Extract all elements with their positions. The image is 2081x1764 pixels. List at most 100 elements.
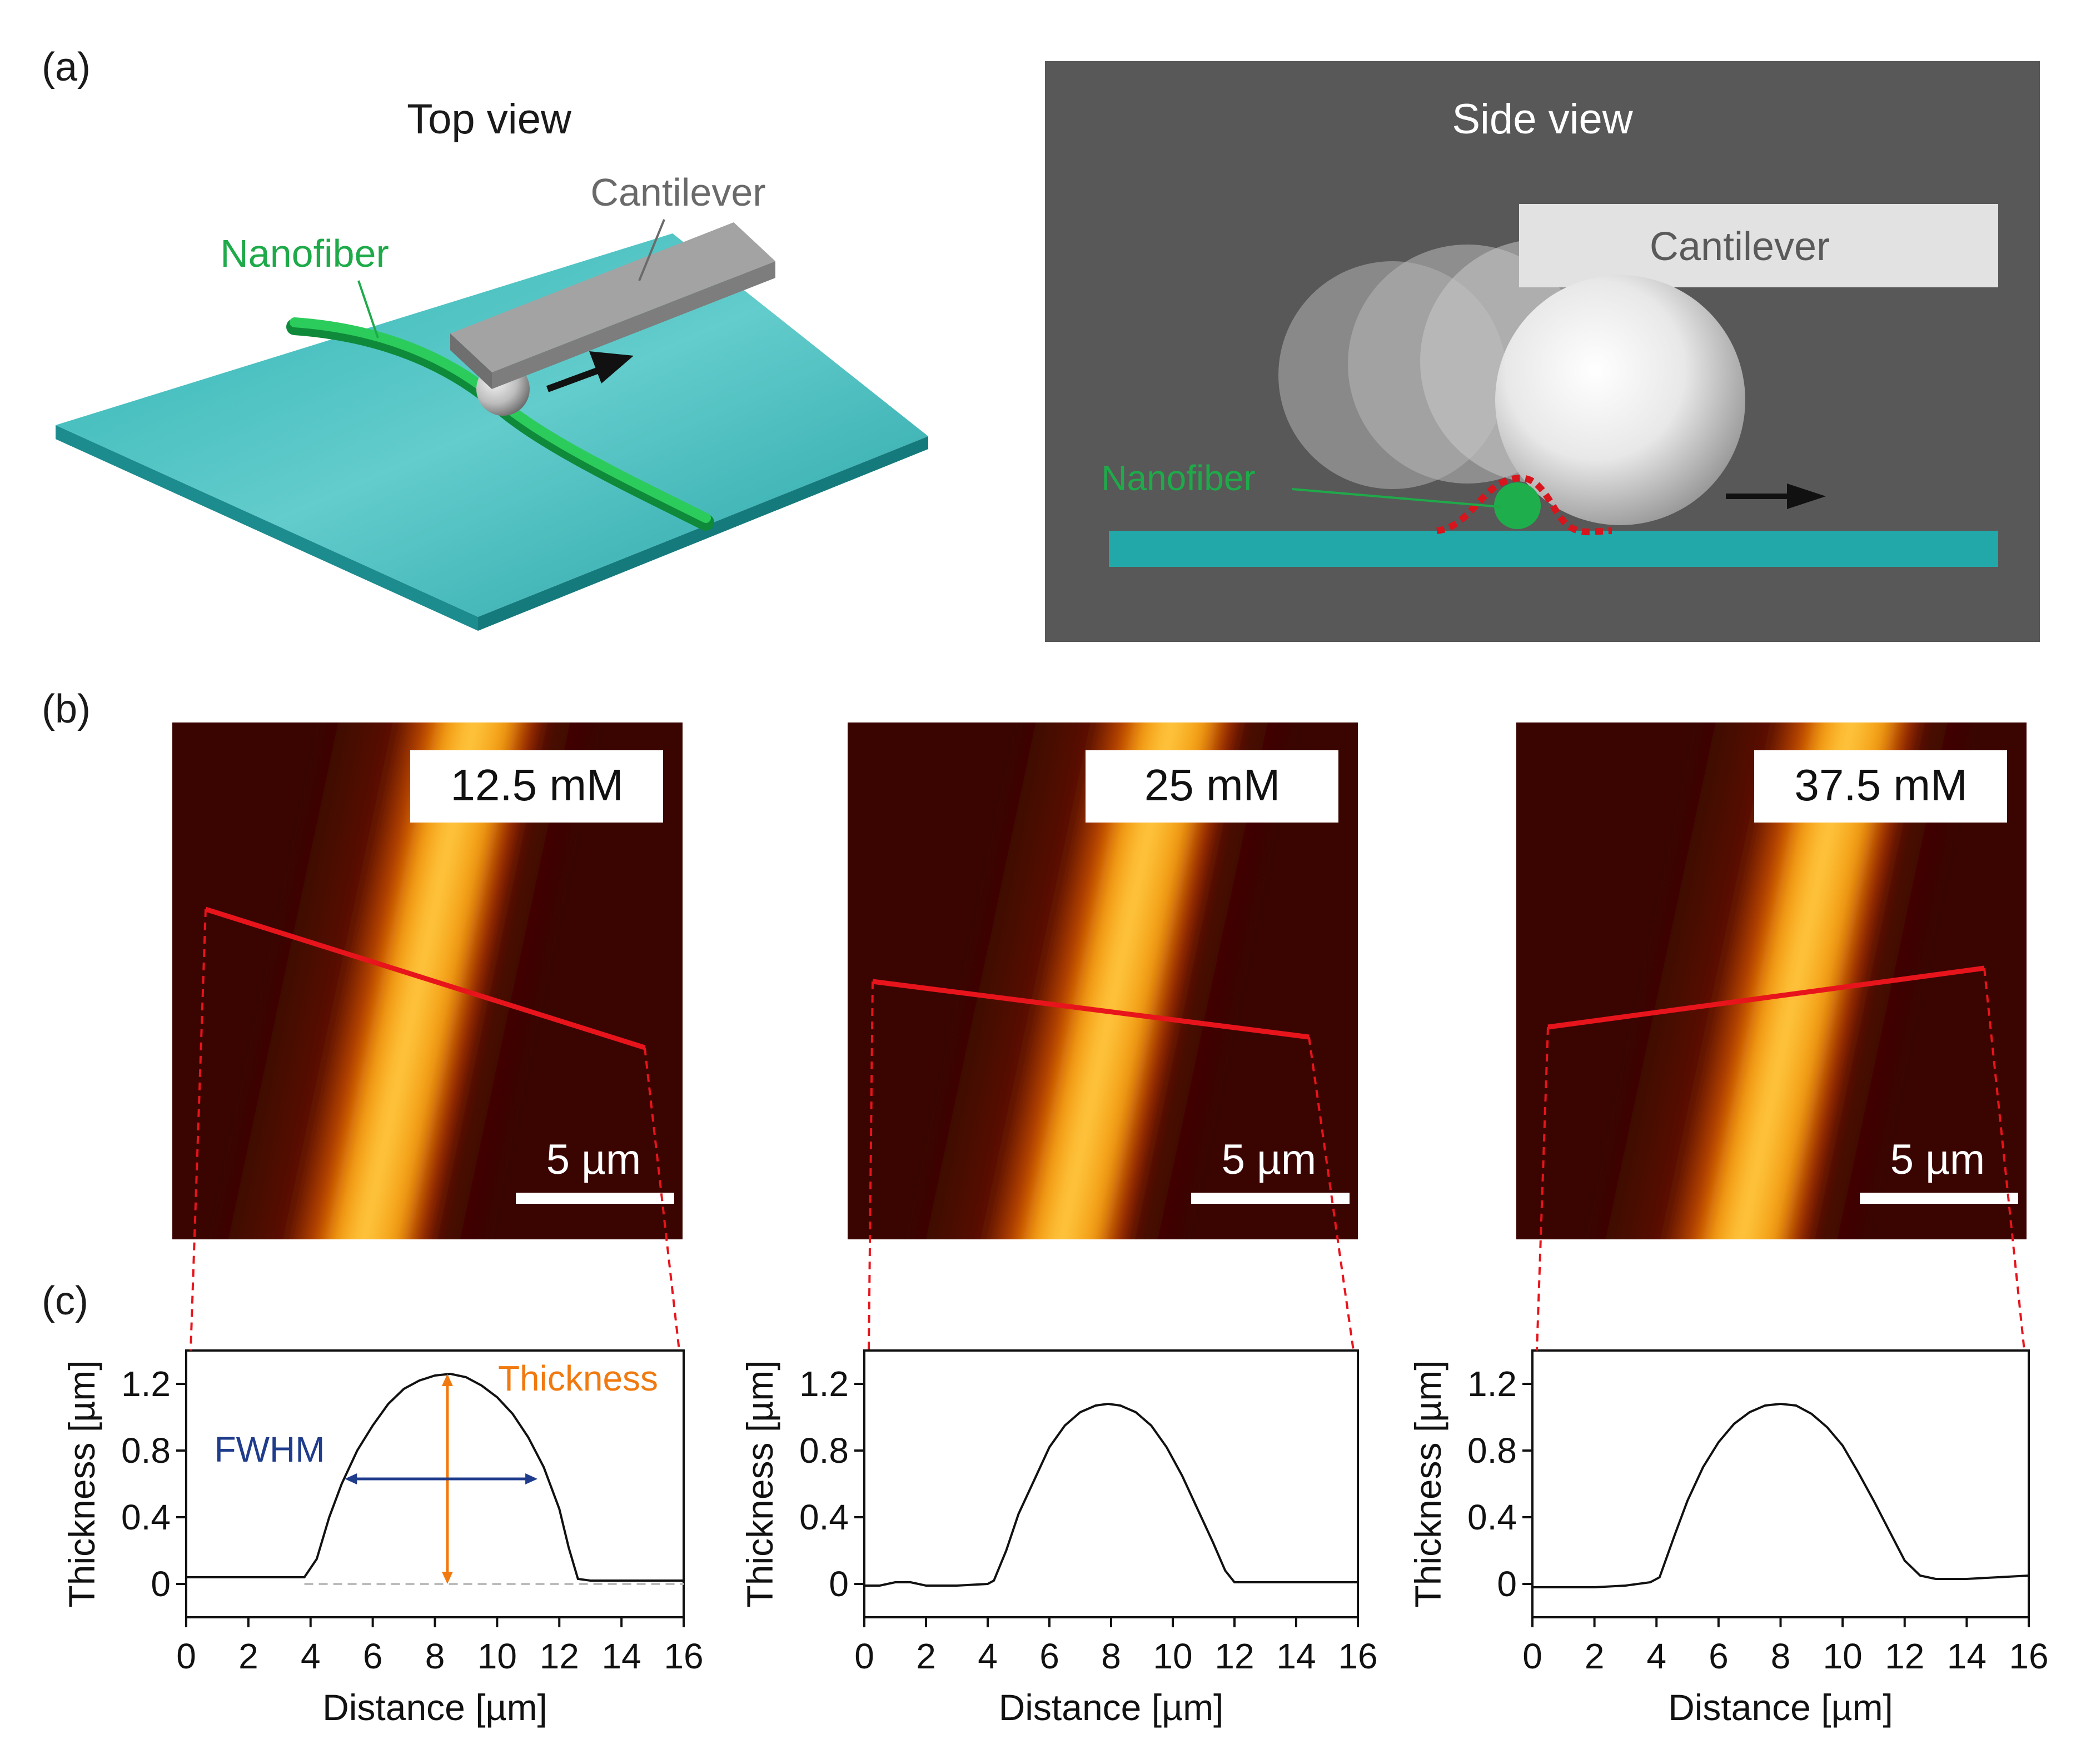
thickness-profile-line	[186, 1372, 684, 1582]
scan-line	[872, 979, 1310, 1040]
concentration-box	[410, 750, 663, 823]
concentration-box	[1086, 750, 1338, 823]
y-tick-label: 0.4	[1467, 1497, 1517, 1537]
x-tick-label: 0	[176, 1636, 196, 1676]
thickness-profile-line	[864, 1402, 1358, 1587]
y-tick-label: 0.8	[799, 1431, 849, 1471]
side-cantilever	[1519, 204, 1998, 287]
side-nanofiber	[1494, 482, 1541, 529]
top-cantilever-leader	[638, 219, 665, 281]
concentration-label: 12.5 mM	[450, 760, 623, 810]
fwhm-annotation-label: FWHM	[214, 1429, 325, 1469]
x-tick-label: 4	[1646, 1636, 1666, 1676]
side-motion-arrow-head	[1787, 484, 1826, 509]
y-tick-label: 1.2	[121, 1364, 171, 1404]
x-tick-label: 0	[854, 1636, 874, 1676]
x-tick-label: 2	[916, 1636, 936, 1676]
cantilever-side	[450, 333, 492, 389]
x-axis-label: Distance [µm]	[999, 1687, 1224, 1728]
concentration-box	[1754, 750, 2007, 823]
x-tick-label: 0	[1522, 1636, 1542, 1676]
cantilever-front	[492, 261, 775, 389]
motion-arrow-head	[589, 351, 634, 383]
scale-bar-label: 5 µm	[546, 1136, 641, 1183]
y-axis-label: Thickness [µm]	[739, 1360, 780, 1607]
top-cantilever-label: Cantilever	[590, 171, 765, 214]
plot-frame	[1531, 1349, 2030, 1618]
x-tick-label: 6	[1039, 1636, 1059, 1676]
deformation-outline	[1436, 475, 1612, 536]
afm-image-2: 25 mM 5 µm	[848, 722, 1358, 1239]
zoom-connector-lines	[190, 909, 2025, 1351]
probe-ball-main	[1495, 275, 1745, 525]
side-view-illustration: Side view Cantilever Nanofiber	[1045, 61, 2040, 642]
x-tick-label: 12	[1214, 1636, 1254, 1676]
fwhm-arrow-head-left	[345, 1473, 357, 1484]
x-tick-label: 16	[1338, 1636, 1377, 1676]
x-tick-label: 6	[1709, 1636, 1729, 1676]
x-tick-label: 14	[1276, 1636, 1316, 1676]
substrate-edge-left	[56, 425, 478, 631]
afm-image-1: 12.5 mM 5 µm	[172, 722, 683, 1239]
top-nanofiber-leader	[357, 280, 379, 338]
profile-chart-1: 0 2 4 6 8 10 12 14 16 0 0.4 0.8 1.2 Distance [µm] Thic…	[61, 1349, 704, 1728]
x-tick-label: 8	[1101, 1636, 1121, 1676]
x-tick-label: 2	[238, 1636, 258, 1676]
y-tick-label: 0.8	[1467, 1431, 1517, 1471]
x-tick-label: 4	[978, 1636, 998, 1676]
scan-line	[1547, 965, 1985, 1030]
side-substrate	[1109, 531, 1998, 567]
y-tick-label: 1.2	[1467, 1364, 1517, 1404]
connector-left	[868, 981, 874, 1351]
cantilever-top	[450, 222, 775, 372]
x-axis-label: Distance [µm]	[322, 1687, 547, 1728]
concentration-label: 25 mM	[1144, 760, 1281, 810]
x-tick-label: 2	[1585, 1636, 1605, 1676]
profile-chart-2: 0 2 4 6 8 10 12 14 16 0 0.4 0.8 1.2 Distance [µm] Thic…	[739, 1349, 1378, 1728]
side-nanofiber-label: Nanofiber	[1101, 458, 1256, 498]
top-view-title: Top view	[407, 96, 572, 143]
connector-right	[1983, 968, 2025, 1351]
thickness-arrow-head-top	[441, 1374, 453, 1386]
profile-chart-3: 0 2 4 6 8 10 12 14 16 0 0.4 0.8 1.2 Distance [µm] Thic…	[1407, 1349, 2049, 1728]
side-cantilever-label: Cantilever	[1650, 225, 1830, 269]
thickness-profiles: 0 2 4 6 8 10 12 14 16 0 0.4 0.8 1.2 Distance [µm] Thic…	[61, 1349, 2049, 1728]
connector-left	[1536, 1026, 1549, 1351]
x-tick-label: 8	[1771, 1636, 1791, 1676]
panel-label-a: (a)	[42, 45, 91, 89]
motion-arrow-shaft	[546, 366, 602, 392]
scale-bar-label: 5 µm	[1890, 1136, 1985, 1183]
y-tick-label: 0.4	[121, 1497, 171, 1537]
y-tick-label: 0	[151, 1564, 171, 1604]
plot-frame	[863, 1349, 1359, 1618]
x-tick-label: 14	[602, 1636, 641, 1676]
x-tick-label: 16	[2009, 1636, 2048, 1676]
panel-label-b: (b)	[42, 687, 91, 731]
y-tick-label: 0.4	[799, 1497, 849, 1537]
y-axis-label: Thickness [µm]	[61, 1360, 102, 1607]
connector-right	[644, 1047, 680, 1351]
x-tick-label: 6	[363, 1636, 383, 1676]
x-tick-label: 14	[1947, 1636, 1987, 1676]
x-tick-label: 16	[664, 1636, 703, 1676]
scale-bar	[516, 1193, 674, 1204]
x-tick-label: 12	[540, 1636, 579, 1676]
scale-bar	[1191, 1193, 1350, 1204]
fwhm-arrow-head-right	[525, 1473, 538, 1484]
thickness-arrow-head-bottom	[441, 1572, 453, 1584]
afm-images: 12.5 mM 5 µm 25 mM 5 µm 37.5 mM 5 µm	[172, 722, 2027, 1239]
concentration-label: 37.5 mM	[1794, 760, 1967, 810]
top-nanofiber-label: Nanofiber	[220, 232, 389, 275]
y-tick-label: 0	[829, 1564, 849, 1604]
thickness-profile-line	[1532, 1402, 2029, 1588]
x-tick-label: 10	[1823, 1636, 1863, 1676]
y-tick-label: 0	[1497, 1564, 1517, 1604]
scale-bar-label: 5 µm	[1222, 1136, 1316, 1183]
top-view-illustration: Top view Cantilever Nanofiber	[56, 96, 928, 631]
x-axis-label: Distance [µm]	[1668, 1687, 1893, 1728]
y-axis-label: Thickness [µm]	[1407, 1360, 1448, 1607]
connector-left	[190, 909, 207, 1351]
panel-label-c: (c)	[42, 1279, 88, 1323]
x-tick-label: 8	[425, 1636, 445, 1676]
